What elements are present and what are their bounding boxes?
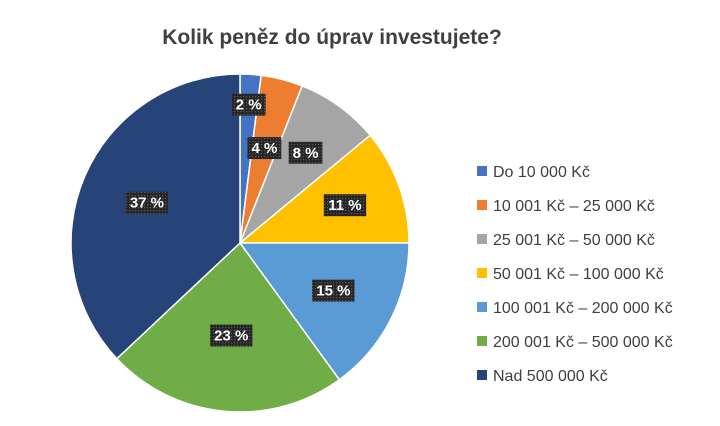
data-label-text: 15 %	[316, 283, 350, 300]
legend-swatch	[477, 234, 487, 244]
legend-swatch	[477, 336, 487, 346]
legend-entry-6: 200 001 Kč – 500 000 Kč	[477, 334, 673, 351]
legend-entry-7: Nad 500 000 Kč	[477, 368, 608, 385]
data-labels: 2 % 4 % 8 % 11 % 15 % 23 % 37 %	[125, 93, 367, 347]
data-label-7: 37 %	[125, 191, 169, 214]
data-label-1: 2 %	[231, 93, 266, 116]
legend-label: 50 001 Kč – 100 000 Kč	[493, 266, 664, 283]
data-label-text: 23 %	[214, 328, 248, 345]
chart-title: Kolik peněz do úprav investujete?	[162, 26, 502, 49]
legend-label: 100 001 Kč – 200 000 Kč	[493, 300, 673, 317]
data-label-text: 11 %	[328, 197, 361, 214]
data-label-background	[312, 279, 355, 302]
legend-swatch	[477, 268, 487, 278]
data-label-3: 8 %	[288, 141, 323, 164]
legend-swatch	[477, 370, 487, 380]
legend-entry-3: 25 001 Kč – 50 000 Kč	[477, 232, 655, 249]
pie-slice-5	[238, 242, 410, 381]
pie-slice-4	[237, 134, 410, 244]
data-label-2: 4 %	[247, 137, 282, 160]
data-label-background	[288, 141, 323, 164]
legend-label: 10 001 Kč – 25 000 Kč	[493, 198, 655, 215]
pie-slices	[70, 73, 410, 413]
data-label-background	[323, 194, 367, 217]
pie-slice-7	[70, 73, 241, 360]
data-label-5: 15 %	[312, 279, 355, 302]
legend-swatch	[477, 302, 487, 312]
legend-entry-5: 100 001 Kč – 200 000 Kč	[477, 300, 673, 317]
data-label-text: 37 %	[130, 195, 164, 212]
legend-entry-4: 50 001 Kč – 100 000 Kč	[477, 266, 664, 283]
legend-label: 25 001 Kč – 50 000 Kč	[493, 232, 655, 249]
data-label-background	[231, 93, 266, 116]
legend-swatch	[477, 200, 487, 210]
data-label-text: 4 %	[251, 140, 277, 157]
legend-entry-2: 10 001 Kč – 25 000 Kč	[477, 198, 655, 215]
data-label-background	[210, 324, 253, 347]
data-label-6: 23 %	[210, 324, 253, 347]
data-label-text: 2 %	[236, 97, 262, 114]
legend-label: Nad 500 000 Kč	[493, 368, 608, 385]
legend: Do 10 000 Kč 10 001 Kč – 25 000 Kč 25 001 …	[477, 164, 673, 385]
legend-label: 200 001 Kč – 500 000 Kč	[493, 334, 673, 351]
data-label-background	[247, 137, 282, 160]
legend-swatch	[477, 166, 487, 176]
legend-entry-1: Do 10 000 Kč	[477, 164, 590, 181]
legend-label: Do 10 000 Kč	[493, 164, 590, 181]
data-label-background	[125, 191, 169, 214]
data-label-4: 11 %	[323, 194, 367, 217]
data-label-text: 8 %	[293, 145, 319, 162]
